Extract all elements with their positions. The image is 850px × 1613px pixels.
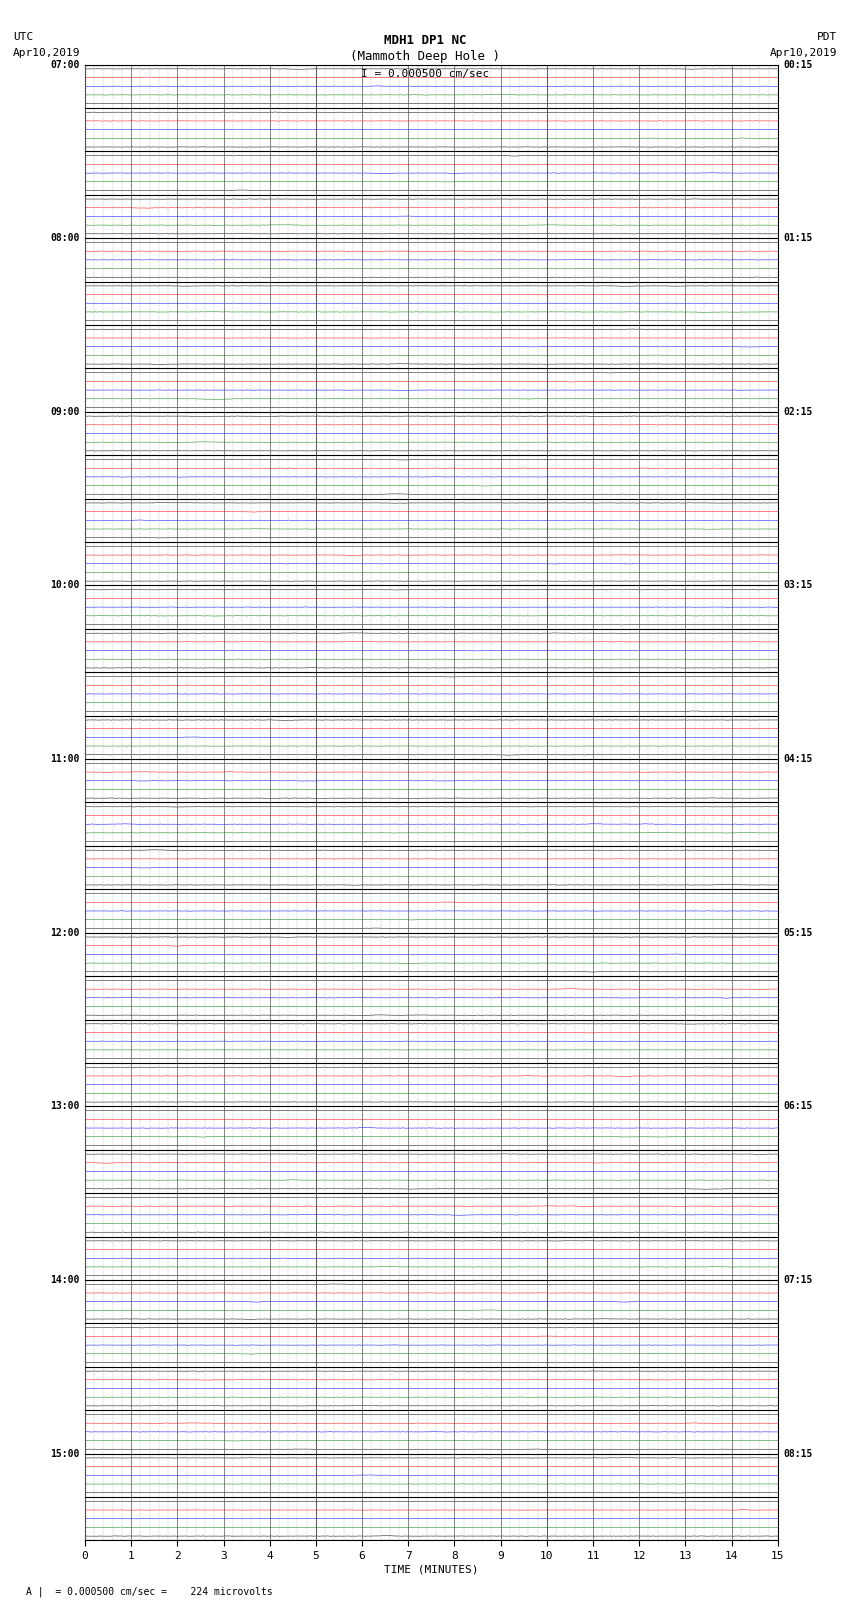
Text: 13:00: 13:00 bbox=[50, 1102, 79, 1111]
Text: 12:00: 12:00 bbox=[50, 927, 79, 937]
Text: PDT: PDT bbox=[817, 32, 837, 42]
Text: Apr10,2019: Apr10,2019 bbox=[770, 48, 837, 58]
Text: Apr10,2019: Apr10,2019 bbox=[13, 48, 80, 58]
Text: UTC: UTC bbox=[13, 32, 33, 42]
Text: 09:00: 09:00 bbox=[50, 406, 79, 416]
Text: 14:00: 14:00 bbox=[50, 1274, 79, 1286]
Text: 02:15: 02:15 bbox=[784, 406, 813, 416]
X-axis label: TIME (MINUTES): TIME (MINUTES) bbox=[384, 1565, 479, 1574]
Text: 05:15: 05:15 bbox=[784, 927, 813, 937]
Text: 15:00: 15:00 bbox=[50, 1448, 79, 1458]
Text: I = 0.000500 cm/sec: I = 0.000500 cm/sec bbox=[361, 69, 489, 79]
Text: 07:15: 07:15 bbox=[784, 1274, 813, 1286]
Text: 11:00: 11:00 bbox=[50, 753, 79, 765]
Text: 07:00: 07:00 bbox=[50, 60, 79, 69]
Text: 01:15: 01:15 bbox=[784, 234, 813, 244]
Text: A |  = 0.000500 cm/sec =    224 microvolts: A | = 0.000500 cm/sec = 224 microvolts bbox=[26, 1586, 272, 1597]
Text: 03:15: 03:15 bbox=[784, 581, 813, 590]
Text: 10:00: 10:00 bbox=[50, 581, 79, 590]
Text: 00:15: 00:15 bbox=[784, 60, 813, 69]
Text: 04:15: 04:15 bbox=[784, 753, 813, 765]
Text: (Mammoth Deep Hole ): (Mammoth Deep Hole ) bbox=[350, 50, 500, 63]
Text: 08:15: 08:15 bbox=[784, 1448, 813, 1458]
Text: MDH1 DP1 NC: MDH1 DP1 NC bbox=[383, 34, 467, 47]
Text: 06:15: 06:15 bbox=[784, 1102, 813, 1111]
Text: 08:00: 08:00 bbox=[50, 234, 79, 244]
